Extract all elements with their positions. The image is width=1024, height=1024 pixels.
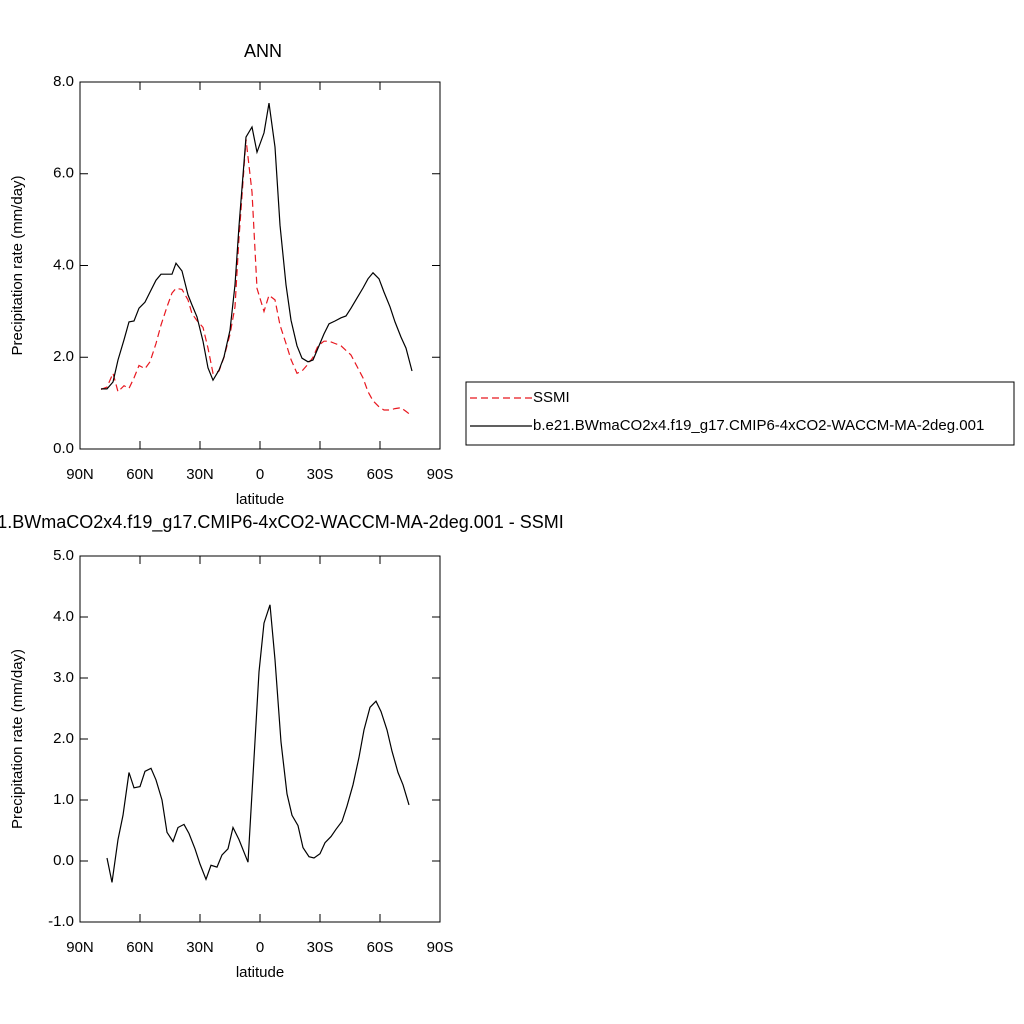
y-tick-label: 3.0 [53,669,74,686]
y-tick-label: 6.0 [53,165,74,182]
x-axis-label: latitude [236,491,284,508]
x-tick-label: 0 [256,466,264,483]
legend-box [465,381,1015,446]
plot-frame [79,81,441,450]
legend-label: SSMI [533,389,570,406]
y-tick-label: 2.0 [53,730,74,747]
y-tick-label: 2.0 [53,348,74,365]
chart-title: b.e21.BWmaCO2x4.f19_g17.CMIP6-4xCO2-WACC… [0,512,564,533]
x-tick-label: 30N [186,939,214,956]
plot-frame [79,555,441,923]
y-tick-label: 5.0 [53,547,74,564]
x-tick-label: 60S [367,939,394,956]
data-line [100,139,413,417]
x-tick-label: 30N [186,466,214,483]
x-tick-label: 90S [427,939,454,956]
y-axis-label: Precipitation rate (mm/day) [9,649,26,829]
y-tick-label: 0.0 [53,852,74,869]
x-tick-label: 90N [66,939,94,956]
y-tick-label: 0.0 [53,440,74,457]
x-tick-label: 60N [126,939,154,956]
legend-label: b.e21.BWmaCO2x4.f19_g17.CMIP6-4xCO2-WACC… [533,417,984,434]
x-tick-label: 90N [66,466,94,483]
data-line [106,604,410,883]
x-tick-label: 0 [256,939,264,956]
x-tick-label: 60S [367,466,394,483]
y-tick-label: 4.0 [53,608,74,625]
x-tick-label: 30S [307,466,334,483]
y-tick-label: -1.0 [48,913,74,930]
x-tick-label: 90S [427,466,454,483]
data-line [101,103,413,390]
y-tick-label: 1.0 [53,791,74,808]
y-tick-label: 4.0 [53,256,74,273]
chart-title: ANN [244,41,282,61]
x-axis-label: latitude [236,964,284,981]
x-tick-label: 30S [307,939,334,956]
x-tick-label: 60N [126,466,154,483]
y-axis-label: Precipitation rate (mm/day) [9,175,26,355]
y-tick-label: 8.0 [53,73,74,90]
